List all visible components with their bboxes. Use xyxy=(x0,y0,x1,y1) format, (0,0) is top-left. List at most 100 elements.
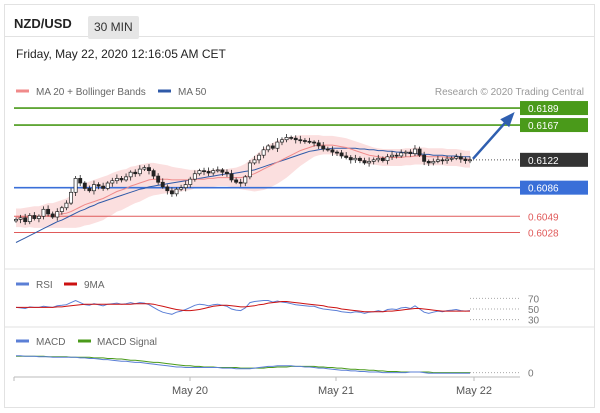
candle xyxy=(224,169,229,177)
pair-title: NZD/USD xyxy=(14,16,72,31)
candle xyxy=(114,174,119,184)
candle-body xyxy=(96,184,101,187)
legend-rsi-ma-label: 9MA xyxy=(84,280,105,291)
candle-body xyxy=(220,169,225,173)
candle-body xyxy=(413,148,417,155)
candle-body xyxy=(147,167,151,172)
candle-body xyxy=(36,215,41,219)
candle-body xyxy=(247,162,252,178)
candle xyxy=(463,156,468,164)
candle xyxy=(165,184,170,195)
candle-body xyxy=(224,171,229,175)
candle-body xyxy=(316,142,321,147)
candle-body xyxy=(417,148,422,156)
candle xyxy=(188,176,193,188)
ma20-line xyxy=(16,144,470,219)
candle xyxy=(316,139,321,150)
candle xyxy=(380,156,385,163)
candle-body xyxy=(435,159,440,162)
candle xyxy=(14,217,18,223)
candle xyxy=(41,206,46,220)
candle-body xyxy=(463,158,468,161)
candle xyxy=(422,151,427,166)
candle xyxy=(348,155,353,164)
candle-body xyxy=(335,151,339,154)
candle-body xyxy=(192,173,197,180)
candle-body xyxy=(275,141,280,149)
candle xyxy=(92,180,96,195)
candle-body xyxy=(426,161,431,164)
candle-body xyxy=(110,180,115,184)
candle-body xyxy=(229,173,234,181)
candle xyxy=(321,142,326,152)
candle xyxy=(307,137,312,144)
candle-body xyxy=(119,178,124,181)
candle xyxy=(312,140,317,147)
candle-body xyxy=(32,215,37,219)
candle xyxy=(206,167,211,177)
timestamp: Friday, May 22, 2020 12:16:05 AM CET xyxy=(16,47,226,61)
legend-macd-signal-label: MACD Signal xyxy=(97,337,157,348)
candle-body xyxy=(431,161,436,164)
candle xyxy=(284,134,289,143)
candle xyxy=(110,177,115,187)
candle xyxy=(96,182,101,190)
candle-body xyxy=(142,167,147,170)
candle-body xyxy=(197,170,202,175)
candle xyxy=(73,176,78,197)
candle xyxy=(408,149,413,157)
candle xyxy=(293,135,298,144)
credit-text: Research © 2020 Trading Central xyxy=(435,87,584,98)
candle xyxy=(426,159,431,167)
timeframe-badge[interactable]: 30 MIN xyxy=(88,16,139,39)
candle xyxy=(142,165,147,171)
candle xyxy=(18,214,23,224)
candle-body xyxy=(454,156,459,159)
candle-body xyxy=(449,157,454,160)
candle xyxy=(211,168,216,176)
candle xyxy=(385,153,390,165)
level-label-0.6189: 0.6189 xyxy=(528,104,559,115)
candle xyxy=(275,138,280,152)
candle xyxy=(458,152,463,163)
candle-body xyxy=(183,184,188,189)
candle xyxy=(445,155,450,164)
candle-body xyxy=(46,208,51,215)
candle-body xyxy=(458,156,463,160)
candle-body xyxy=(394,154,399,157)
level-labels: 0.6189 0.6167 0.6122 0.6086 0.6049 0.6028 xyxy=(520,101,588,239)
candle-body xyxy=(23,217,28,223)
candle xyxy=(69,188,73,205)
x-axis: May 20 May 21 May 22 xyxy=(13,377,492,397)
level-label-0.6086: 0.6086 xyxy=(528,184,559,195)
x-tick-label: May 22 xyxy=(456,385,492,397)
candle xyxy=(105,181,110,191)
candle xyxy=(151,168,156,180)
candle-body xyxy=(362,160,367,164)
candle-body xyxy=(215,169,220,172)
candle xyxy=(417,146,422,158)
candle-body xyxy=(390,154,394,158)
candle-body xyxy=(78,178,83,184)
candle-body xyxy=(385,156,390,161)
candle-body xyxy=(445,158,450,161)
candle xyxy=(55,208,60,221)
candle xyxy=(357,156,362,164)
candle-body xyxy=(160,181,165,188)
candle xyxy=(399,149,404,158)
candle xyxy=(192,170,197,182)
candle xyxy=(36,214,41,223)
candle-body xyxy=(339,152,344,157)
candle-body xyxy=(266,145,271,151)
candle xyxy=(101,182,106,191)
legend-macd-label: MACD xyxy=(36,337,65,348)
level-label-0.6028: 0.6028 xyxy=(528,228,559,239)
rsi-level-label-70: 70 xyxy=(528,294,540,305)
candle-body xyxy=(252,159,257,164)
macd-signal-line xyxy=(16,355,470,374)
level-badge-0.6189 xyxy=(520,101,588,116)
candle-body xyxy=(101,185,106,189)
candle-body xyxy=(82,182,87,189)
candle-body xyxy=(92,184,96,192)
level-label-0.6167: 0.6167 xyxy=(528,121,559,132)
